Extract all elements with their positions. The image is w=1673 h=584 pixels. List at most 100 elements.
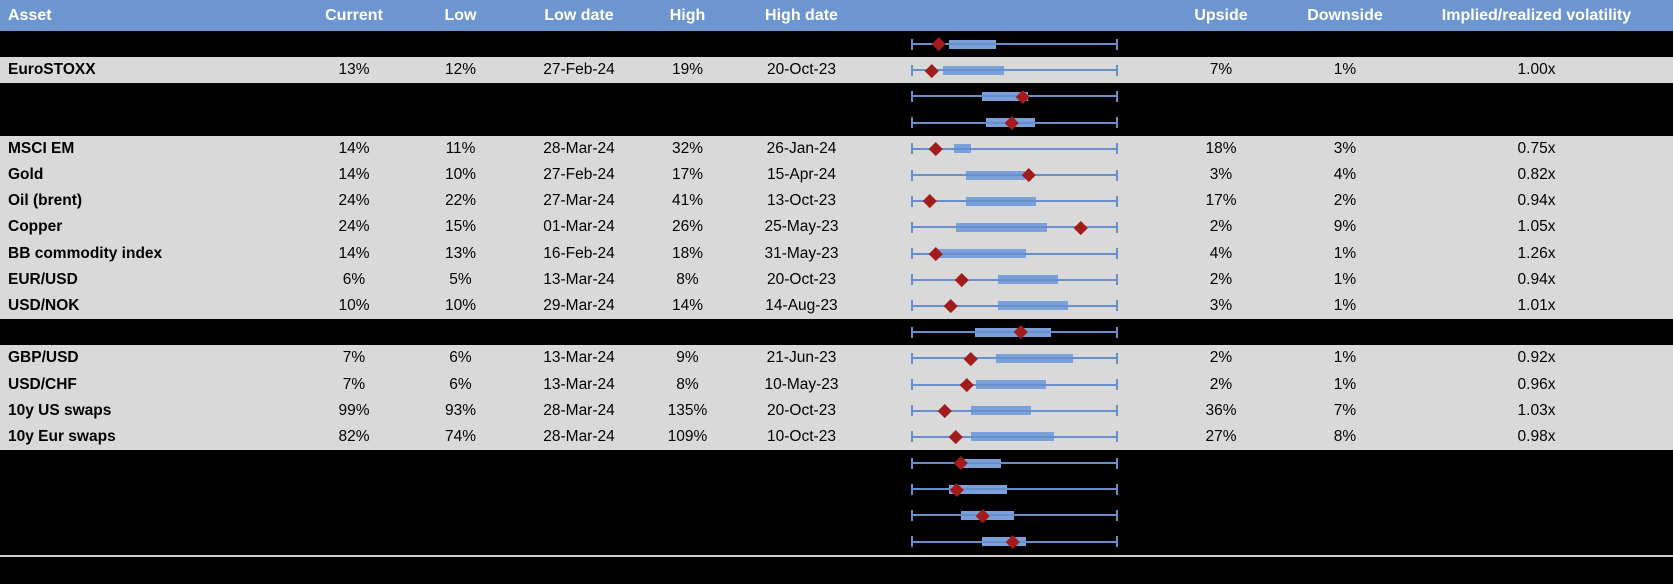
- table-row-hidden: [0, 476, 1673, 503]
- whisker-line: [912, 435, 1117, 438]
- whisker-line: [912, 95, 1117, 98]
- low-date: 28-Mar-24: [543, 139, 615, 157]
- current-marker-diamond: [924, 63, 939, 77]
- boxplot: [878, 31, 1152, 57]
- high-date: 20-Oct-23: [767, 270, 836, 288]
- boxplot: [878, 241, 1152, 267]
- boxplot: [878, 293, 1152, 319]
- whisker-line: [912, 514, 1117, 517]
- upside-value: 17%: [1205, 192, 1237, 210]
- asset-name: USD/CHF: [8, 375, 77, 393]
- whisker-cap-right: [1116, 483, 1118, 495]
- upside-value: 2%: [1209, 375, 1233, 393]
- low-value: [413, 502, 508, 528]
- asset-name: [0, 110, 295, 136]
- whisker-cap-left: [911, 195, 913, 207]
- whisker-line: [912, 304, 1117, 307]
- boxplot: [878, 345, 1152, 371]
- boxplot-cell: [878, 319, 1152, 345]
- low-value: 13%: [444, 244, 477, 262]
- whisker-cap-right: [1116, 169, 1118, 181]
- whisker-line: [912, 357, 1117, 360]
- high-value: [650, 502, 725, 528]
- implied-realized-value: 1.01x: [1517, 296, 1556, 314]
- asset-name: EuroSTOXX: [8, 61, 96, 79]
- low-date: 13-Mar-24: [543, 270, 615, 288]
- low-value: 6%: [449, 349, 472, 367]
- low-value: 22%: [444, 192, 477, 210]
- implied-realized-value: 0.75x: [1517, 139, 1556, 157]
- whisker-cap-right: [1116, 143, 1118, 155]
- whisker-line: [912, 43, 1117, 46]
- table-row: GBP/USD 7% 6% 13-Mar-24 9% 21-Jun-23 2% 1% 0.92x: [0, 345, 1673, 372]
- table-row: EuroSTOXX 13% 12% 27-Feb-24 19% 20-Oct-23 7% 1%…: [0, 57, 1673, 84]
- table-row: EUR/USD 6% 5% 13-Mar-24 8% 20-Oct-23 2% 1% 0.94x: [0, 266, 1673, 293]
- implied-realized-value: [1400, 31, 1673, 57]
- upside-value: 18%: [1205, 139, 1237, 157]
- high-value: 41%: [671, 192, 704, 210]
- boxplot: [878, 83, 1152, 109]
- boxplot-cell: [878, 188, 1152, 214]
- asset-name: [0, 83, 295, 109]
- implied-realized-value: 1.03x: [1517, 401, 1556, 419]
- low-date: 16-Feb-24: [543, 244, 615, 262]
- boxplot-cell: [878, 136, 1152, 162]
- boxplot: [878, 371, 1152, 397]
- upside-value: 4%: [1209, 244, 1233, 262]
- upside-value: 27%: [1205, 427, 1237, 445]
- whisker-cap-right: [1116, 300, 1118, 312]
- high-date: 25-May-23: [764, 218, 839, 236]
- high-value: [650, 31, 725, 57]
- whisker-cap-right: [1116, 248, 1118, 260]
- high-date: 31-May-23: [764, 244, 839, 262]
- low-value: 6%: [449, 375, 472, 393]
- boxplot-cell: [878, 214, 1152, 240]
- whisker-cap-right: [1116, 352, 1118, 364]
- upside-value: 2%: [1209, 270, 1233, 288]
- boxplot: [878, 502, 1152, 528]
- asset-name: Gold: [8, 166, 44, 184]
- whisker-cap-left: [911, 38, 913, 50]
- whisker-cap-right: [1116, 326, 1118, 338]
- whisker-cap-left: [911, 509, 913, 521]
- current-marker-diamond: [922, 194, 937, 208]
- whisker-line: [912, 383, 1117, 386]
- current-value: 6%: [342, 270, 366, 288]
- low-date: [508, 529, 650, 555]
- boxplot-cell: [878, 398, 1152, 424]
- table-row-hidden: [0, 31, 1673, 58]
- table-row: USD/CHF 7% 6% 13-Mar-24 8% 10-May-23 2% 1% 0.96x: [0, 371, 1673, 398]
- implied-realized-value: 1.05x: [1517, 218, 1556, 236]
- downside-value: [1290, 502, 1400, 528]
- high-value: [650, 529, 725, 555]
- low-value: [413, 83, 508, 109]
- upside-value: 7%: [1209, 61, 1233, 79]
- current-value: 24%: [338, 218, 370, 236]
- current-value: 99%: [338, 401, 370, 419]
- asset-name: Oil (brent): [8, 192, 83, 210]
- downside-value: 8%: [1333, 427, 1357, 445]
- asset-name: Copper: [8, 218, 63, 236]
- high-value: 135%: [667, 401, 708, 419]
- upside-value: 2%: [1209, 218, 1233, 236]
- whisker-cap-left: [911, 64, 913, 76]
- implied-realized-value: 1.26x: [1517, 244, 1556, 262]
- high-date: [725, 450, 878, 476]
- asset-name: [0, 502, 295, 528]
- table-row: MSCI EM 14% 11% 28-Mar-24 32% 26-Jan-24 18% 3% 0…: [0, 135, 1673, 162]
- column-header-downside: Downside: [1307, 6, 1383, 24]
- boxplot-cell: [878, 110, 1152, 136]
- whisker-cap-right: [1116, 117, 1118, 129]
- upside-value: [1152, 476, 1290, 502]
- boxplot-cell: [878, 57, 1152, 83]
- whisker-line: [912, 252, 1117, 255]
- high-date: 15-Apr-24: [767, 166, 836, 184]
- high-date: 13-Oct-23: [767, 192, 836, 210]
- whisker-cap-left: [911, 483, 913, 495]
- whisker-cap-right: [1116, 90, 1118, 102]
- high-value: 26%: [671, 218, 704, 236]
- low-date: 01-Mar-24: [543, 218, 615, 236]
- boxplot: [878, 214, 1152, 240]
- boxplot-cell: [878, 424, 1152, 450]
